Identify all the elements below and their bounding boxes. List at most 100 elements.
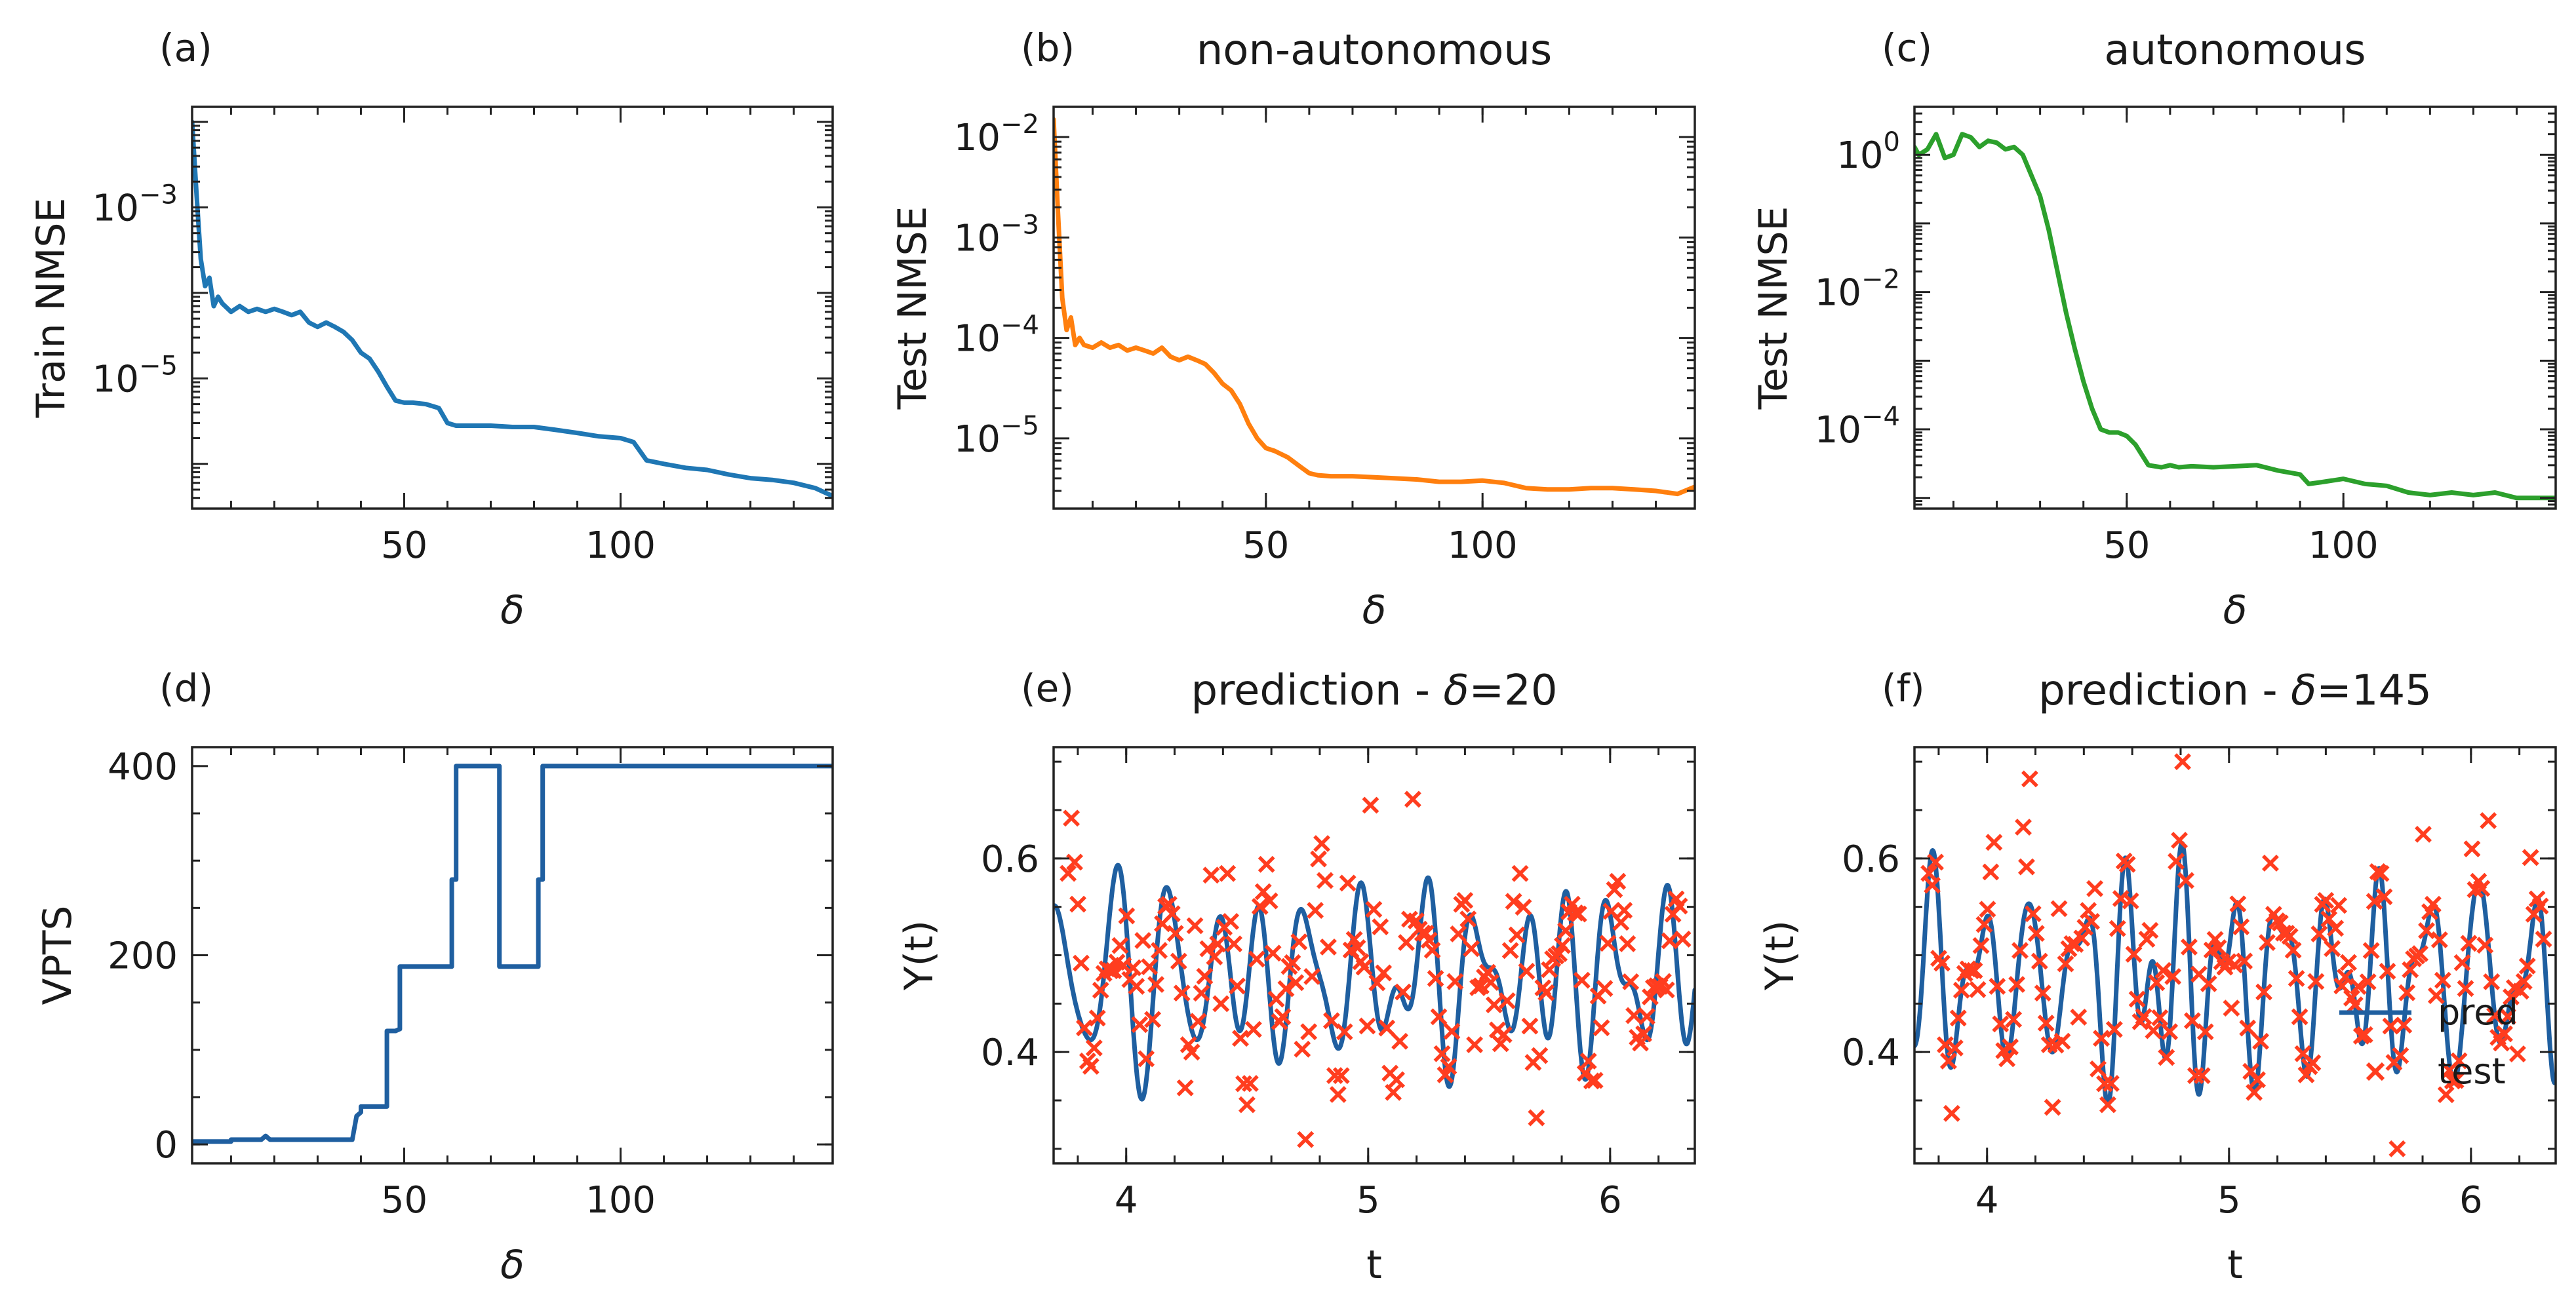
test-point (1317, 872, 1334, 889)
test-point-stroke (2522, 849, 2539, 866)
axes-frame (1913, 106, 2557, 510)
test-point (2453, 954, 2471, 971)
test-point-stroke (1287, 974, 1305, 992)
test-point (2141, 921, 2159, 939)
test-point-stroke (1596, 980, 1614, 998)
test-point-stroke (2002, 1038, 2019, 1056)
test-point-stroke (1235, 1075, 1252, 1093)
y-tick-label: 200 (108, 935, 178, 978)
test-point (1952, 981, 1970, 999)
panel-label: (d) (159, 666, 213, 710)
test-point-stroke (2307, 973, 2325, 990)
y-tick-label: 0.4 (981, 1032, 1039, 1074)
test-point-stroke (1635, 1025, 1652, 1043)
test-point (1385, 1083, 1402, 1101)
x-axis-label: t (2227, 1242, 2243, 1288)
test-point-stroke (1345, 931, 1363, 948)
test-point-stroke (1196, 967, 1214, 985)
test-point-stroke (2177, 872, 2194, 889)
test-point (1073, 954, 1090, 972)
test-point-stroke (2187, 1067, 2204, 1085)
test-point (2093, 1030, 2110, 1047)
y-tick-exponent: −2 (1001, 109, 1039, 140)
test-point (2372, 864, 2390, 882)
test-point (1060, 864, 1077, 882)
test-point (1466, 1036, 1484, 1053)
test-point (2099, 1096, 2116, 1114)
test-point (1969, 981, 1987, 998)
test-point-stroke (1939, 1052, 1957, 1070)
test-point-stroke (1277, 980, 1295, 998)
test-point-stroke (1073, 954, 1090, 972)
test-point (1388, 1071, 1406, 1089)
test-point (2483, 973, 2501, 990)
test-point-stroke (2304, 1054, 2322, 1072)
y-tick-base: 10 (1815, 272, 1861, 315)
test-point (2177, 872, 2194, 889)
test-point-stroke (1952, 981, 1970, 999)
test-point-stroke (1173, 984, 1191, 1002)
test-point (2362, 942, 2380, 960)
test-point-stroke (1176, 1079, 1194, 1096)
test-point-stroke (1423, 941, 1441, 959)
legend-label-pred: pred (2438, 992, 2518, 1033)
test-point-stroke (2382, 1017, 2400, 1035)
test-point (2320, 910, 2338, 928)
test-point-stroke (1241, 1075, 1259, 1093)
y-tick-exponent: −5 (139, 351, 178, 381)
test-point (1219, 864, 1237, 882)
y-tick-label: 10−2 (954, 109, 1039, 159)
test-point-stroke (2505, 979, 2523, 996)
test-point (1537, 984, 1555, 1001)
test-point-stroke (1232, 1030, 1249, 1047)
test-point (1229, 977, 1246, 995)
panel-label: (e) (1021, 666, 1074, 710)
test-point-stroke (1404, 790, 1421, 808)
x-tick-label: 4 (1975, 1179, 1999, 1222)
test-point-stroke (2512, 982, 2529, 1000)
test-point-stroke (1183, 1043, 1200, 1061)
test-point (2183, 1012, 2201, 1030)
y-tick-exponent: −3 (1001, 210, 1039, 240)
test-point (1322, 1012, 1340, 1030)
test-point (2223, 999, 2240, 1017)
test-point (1433, 1045, 1451, 1062)
test-point-stroke (2171, 832, 2188, 849)
title-prefix: prediction - (1191, 667, 1443, 715)
test-point (2460, 935, 2478, 952)
test-point-stroke (1248, 950, 1265, 968)
test-point (2379, 962, 2396, 980)
test-point (1485, 996, 1503, 1014)
test-point (1264, 944, 1282, 962)
test-point-stroke (1667, 890, 1685, 908)
test-point (2090, 1060, 2107, 1077)
test-point-stroke (1388, 1071, 1406, 1089)
test-point (2418, 922, 2435, 939)
test-point (1332, 1067, 1350, 1085)
test-point (2229, 895, 2247, 913)
plot-area (192, 119, 833, 499)
test-point (1254, 883, 1272, 901)
panel-label: (f) (1882, 666, 1925, 710)
test-point-stroke (1583, 1072, 1600, 1090)
test-point (2284, 941, 2302, 959)
test-point-stroke (1349, 939, 1366, 956)
chart-panel-e: 4 5 6 0.4 0.6 t Y(t) (e) prediction - δ=20 (896, 666, 1696, 1288)
test-point (1222, 912, 1240, 930)
panel-label: (a) (159, 26, 212, 70)
test-point-stroke (2346, 996, 2364, 1014)
test-point-stroke (1160, 895, 1178, 913)
test-point-stroke (2366, 893, 2383, 910)
test-point-stroke (1088, 1009, 1106, 1027)
y-tick-base: 10 (92, 187, 139, 229)
test-point-stroke (2496, 1025, 2513, 1043)
test-point (2148, 974, 2166, 992)
test-point-stroke (2437, 1086, 2455, 1104)
test-point-stroke (2483, 973, 2501, 990)
test-point (1479, 963, 1496, 981)
test-point-stroke (2252, 1032, 2269, 1050)
test-point-stroke (1225, 935, 1243, 953)
test-point-stroke (2102, 1075, 2120, 1093)
test-point-stroke (1222, 912, 1240, 930)
